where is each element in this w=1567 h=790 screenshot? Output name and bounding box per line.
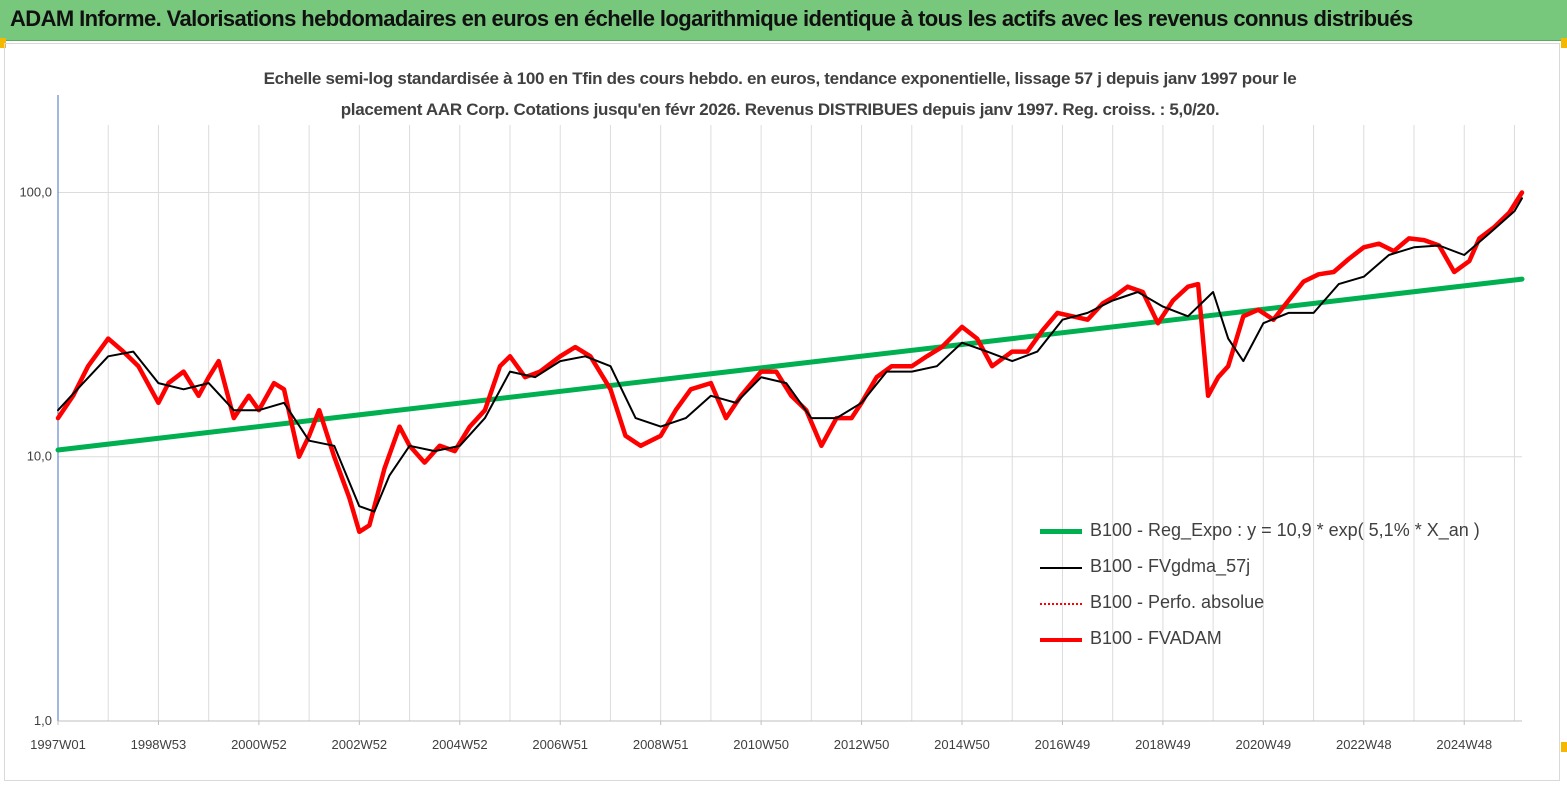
legend-swatch-fvgdma <box>1040 567 1082 569</box>
x-tick-label: 1997W01 <box>30 737 86 752</box>
x-tick-label: 2006W51 <box>532 737 588 752</box>
y-tick-label: 1,0 <box>34 713 52 728</box>
chart-subtitle-line-2: placement AAR Corp. Cotations jusqu'en f… <box>340 100 1220 119</box>
x-tick-label: 2008W51 <box>633 737 689 752</box>
x-tick-label: 1998W53 <box>131 737 187 752</box>
legend-label-reg-expo: B100 - Reg_Expo : y = 10,9 * exp( 5,1% *… <box>1090 520 1480 540</box>
corner-marker-top-right <box>1561 38 1567 48</box>
series-line-0 <box>55 276 1525 453</box>
legend-swatch-fvadam <box>1040 638 1082 642</box>
legend-swatch-reg-expo <box>1040 529 1082 534</box>
page-title: ADAM Informe. Valorisations hebdomadaire… <box>10 6 1413 31</box>
x-tick-label: 2016W49 <box>1035 737 1091 752</box>
legend-label-fvgdma: B100 - FVgdma_57j <box>1090 556 1251 576</box>
title-banner: ADAM Informe. Valorisations hebdomadaire… <box>0 0 1567 41</box>
x-tick-label: 2012W50 <box>834 737 890 752</box>
corner-marker-top-left <box>0 38 6 48</box>
legend-label-fvadam: B100 - FVADAM <box>1090 628 1222 648</box>
x-tick-label: 2018W49 <box>1135 737 1191 752</box>
x-tick-label: 2000W52 <box>231 737 287 752</box>
y-tick-label: 10,0 <box>27 449 52 464</box>
series-line-3 <box>55 190 1525 535</box>
legend-label-perfo-absolue: B100 - Perfo. absolue <box>1090 592 1265 612</box>
x-tick-label: 2020W49 <box>1236 737 1292 752</box>
y-tick-label: 100,0 <box>19 184 52 199</box>
corner-marker-bottom-right <box>1561 742 1567 752</box>
series-line-1 <box>57 197 1523 513</box>
x-tick-label: 2022W48 <box>1336 737 1392 752</box>
x-tick-label: 2004W52 <box>432 737 488 752</box>
x-tick-label: 2024W48 <box>1436 737 1492 752</box>
chart-frame <box>4 43 1560 781</box>
x-tick-label: 2010W50 <box>733 737 789 752</box>
chart-subtitle-line-1: Echelle semi-log standardisée à 100 en T… <box>263 69 1297 88</box>
x-tick-label: 2002W52 <box>332 737 388 752</box>
legend-swatch-perfo-absolue <box>1040 603 1082 605</box>
x-tick-label: 2014W50 <box>934 737 990 752</box>
